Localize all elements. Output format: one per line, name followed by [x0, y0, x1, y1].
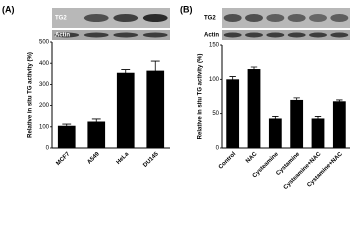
- blot-band: [309, 32, 327, 38]
- x-tick-label: MCF7: [55, 151, 71, 167]
- panel-label: (A): [2, 4, 15, 14]
- blot-label: Actin: [204, 33, 219, 39]
- x-tick-label: HeLa: [116, 151, 131, 166]
- error-bar: [121, 69, 131, 77]
- blot-tg2: [222, 8, 350, 28]
- error-bar: [91, 118, 101, 125]
- bar: [247, 69, 261, 148]
- blot-band: [223, 32, 242, 38]
- y-tick-label: 100: [209, 77, 220, 83]
- error-bar: [150, 60, 160, 81]
- y-tick-label: 150: [209, 43, 220, 49]
- blot-band: [113, 32, 139, 38]
- bar: [311, 118, 325, 148]
- x-tick-label: DU145: [142, 151, 160, 169]
- blot-band: [330, 14, 349, 22]
- bar: [116, 72, 135, 148]
- bar: [87, 121, 106, 148]
- blot-band: [330, 32, 349, 38]
- blot-band: [113, 14, 139, 22]
- y-tick-label: 0: [46, 146, 50, 152]
- blot-band: [83, 14, 109, 22]
- bar: [332, 101, 346, 148]
- y-axis-label: Relative in situ TG activity (%): [28, 52, 34, 138]
- x-tick-label: NAC: [245, 151, 259, 165]
- blot-band: [83, 32, 109, 38]
- y-tick-label: 200: [39, 103, 50, 109]
- bar: [290, 99, 304, 148]
- error-bar: [229, 76, 236, 83]
- x-tick-label: A549: [86, 151, 101, 166]
- y-tick-label: 400: [39, 61, 50, 67]
- y-tick-label: 0: [216, 146, 220, 152]
- blot-band: [142, 14, 168, 22]
- panel-label: (B): [180, 4, 193, 14]
- blot-band: [287, 14, 306, 22]
- y-axis-label: Relative in situ TG activity (%): [198, 54, 204, 140]
- blot-band: [266, 32, 285, 38]
- blot-band: [54, 32, 80, 38]
- blot-label: TG2: [204, 16, 216, 22]
- error-bar: [336, 99, 343, 104]
- blot-band: [142, 32, 168, 38]
- blot-band: [245, 32, 263, 38]
- x-tick-label: Control: [218, 151, 238, 171]
- blot-band: [245, 14, 263, 22]
- blot-actin: [222, 30, 350, 40]
- bar: [57, 125, 76, 148]
- error-bar: [314, 116, 322, 121]
- blot-label: TG2: [55, 16, 67, 22]
- y-tick-label: 100: [39, 124, 50, 130]
- blot-label: Actin: [55, 33, 70, 39]
- error-bar: [272, 116, 279, 121]
- bar: [268, 118, 282, 148]
- x-tick-label: Cysteamine+NAC: [283, 151, 323, 191]
- blot-actin: [52, 30, 170, 40]
- blot-band: [223, 14, 242, 22]
- error-bar: [250, 66, 258, 72]
- y-tick-label: 500: [39, 40, 50, 46]
- blot-tg2: [52, 8, 170, 28]
- bar: [226, 79, 240, 148]
- bar: [146, 70, 165, 148]
- blot-band: [287, 32, 306, 38]
- y-tick-label: 50: [212, 111, 219, 117]
- blot-band: [309, 14, 327, 22]
- error-bar: [62, 123, 72, 128]
- blot-band: [266, 14, 285, 22]
- error-bar: [293, 97, 300, 103]
- y-tick-label: 300: [39, 82, 50, 88]
